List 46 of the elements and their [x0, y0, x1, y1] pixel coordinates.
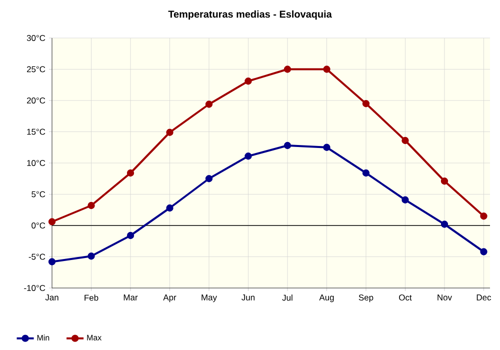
y-tick-label: 0°C	[32, 222, 46, 228]
x-tick-label: Feb	[84, 294, 98, 301]
chart-title: Temperaturas medias - Eslovaquia	[168, 10, 332, 20]
point	[323, 66, 330, 73]
point	[440, 178, 448, 185]
point	[88, 252, 95, 260]
point	[362, 100, 370, 108]
y-tick-label: 25°C	[26, 66, 46, 72]
point	[244, 78, 252, 85]
point	[166, 128, 174, 136]
x-tick-label: Nov	[438, 294, 452, 300]
point	[205, 175, 213, 182]
x-tick-label: Jan	[45, 294, 58, 300]
x-tick-label: Aug	[319, 294, 334, 302]
x-tick-label: Dec	[476, 294, 492, 300]
x-tick-label: Jun	[242, 294, 255, 300]
x-tick-label: May	[202, 294, 217, 302]
y-tick-label: -5°C	[28, 254, 46, 260]
point	[480, 212, 488, 220]
y-tick-label: -10°C	[24, 285, 46, 291]
point	[284, 142, 292, 150]
x-tick-label: Oct	[399, 294, 412, 301]
y-tick-label: 5°C	[32, 191, 46, 198]
y-tick-label: 10°C	[27, 160, 46, 166]
y-tick-label: 30°C	[26, 35, 46, 41]
point	[402, 196, 409, 204]
point	[440, 220, 448, 228]
x-tick-label: Jul	[282, 294, 292, 301]
y-tick-label: 15°C	[27, 128, 46, 135]
point	[126, 232, 134, 240]
x-tick-label: Mar	[124, 294, 138, 300]
y-tick-label: 20°C	[26, 98, 46, 104]
point	[362, 169, 370, 177]
point	[48, 218, 56, 226]
point	[88, 202, 95, 210]
x-tick-label: Apr	[163, 294, 176, 302]
point	[48, 258, 56, 266]
point	[402, 136, 409, 144]
point	[126, 169, 134, 177]
point	[480, 248, 488, 256]
x-tick-label: Sep	[358, 294, 374, 302]
point	[244, 152, 252, 160]
point	[166, 204, 174, 212]
point	[323, 144, 330, 151]
point	[205, 100, 213, 108]
point	[284, 66, 292, 73]
